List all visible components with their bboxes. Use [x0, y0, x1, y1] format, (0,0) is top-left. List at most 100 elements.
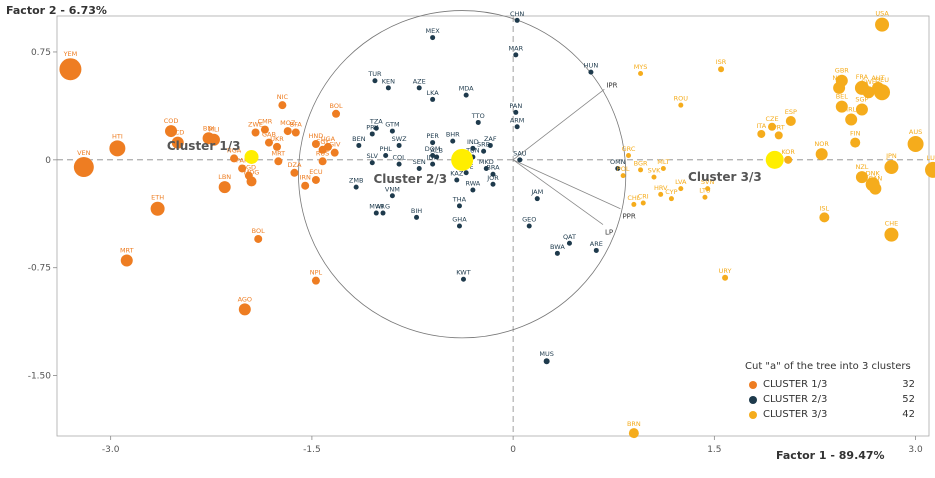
data-point: [470, 187, 476, 193]
data-point-label: BWA: [550, 243, 565, 251]
data-point: [517, 157, 523, 163]
data-point-label: MKD: [479, 158, 494, 166]
data-point-label: SVN: [701, 178, 715, 186]
data-point: [631, 201, 637, 207]
data-point-label: SLV: [367, 152, 379, 160]
data-point: [774, 131, 783, 140]
data-point: [815, 148, 828, 161]
variable-vector-label: PPR: [622, 213, 635, 221]
data-point-label: KOR: [781, 148, 795, 156]
data-point-label: GEO: [522, 216, 536, 224]
data-point-label: ARM: [510, 116, 525, 124]
data-point: [311, 276, 320, 285]
variable-vector: [512, 159, 604, 225]
data-point-label: AUT: [871, 74, 884, 82]
legend-count: 32: [902, 379, 915, 390]
data-point: [73, 157, 94, 178]
data-point-label: OMN: [610, 158, 626, 166]
data-point-label: BGD: [242, 164, 256, 172]
data-point: [874, 84, 891, 101]
legend-entry-cluster-3: CLUSTER 3/3 42: [745, 407, 915, 422]
y-tick-label: 0.75: [31, 48, 51, 58]
data-point: [369, 131, 375, 137]
data-point-label: BEL: [836, 93, 849, 101]
data-point-label: RWA: [465, 180, 480, 188]
legend-count: 42: [902, 409, 915, 420]
data-point-label: NLD: [832, 74, 846, 82]
data-point: [251, 128, 260, 137]
data-point: [165, 125, 178, 138]
data-point-label: KWT: [456, 269, 470, 277]
data-point: [620, 173, 626, 179]
cluster-centroid-label: Cluster 1/3: [167, 139, 241, 153]
y-axis-title: Factor 2 - 6.73%: [6, 4, 107, 17]
data-point: [543, 358, 550, 365]
data-point-label: MDA: [459, 85, 474, 93]
data-point: [274, 157, 283, 166]
data-point-label: ESP: [785, 108, 797, 116]
data-point-label: USA: [875, 10, 889, 18]
data-point: [246, 176, 257, 187]
data-point: [311, 175, 320, 184]
data-point: [369, 160, 375, 166]
data-point: [850, 137, 861, 148]
data-point: [396, 161, 402, 167]
x-axis-title: Factor 1 - 89.47%: [776, 449, 885, 462]
data-point: [238, 164, 247, 173]
variable-vector: [512, 89, 605, 161]
data-point: [513, 109, 519, 115]
data-point: [120, 254, 133, 267]
data-point-label: TUR: [367, 70, 382, 78]
data-point-label: BRN: [627, 420, 641, 428]
data-point-label: HTI: [112, 132, 123, 140]
data-point: [625, 153, 631, 159]
data-point-label: BHR: [446, 131, 460, 139]
data-point-label: LTU: [699, 187, 711, 195]
data-point: [450, 138, 456, 144]
data-point: [456, 203, 462, 209]
data-point: [430, 140, 436, 146]
data-point-label: LVA: [675, 178, 687, 186]
data-point-label: TTO: [471, 112, 485, 120]
legend-entry-cluster-1: CLUSTER 1/3 32: [745, 377, 915, 392]
data-point-label: JAM: [530, 188, 543, 196]
data-point: [869, 182, 882, 195]
x-tick-label: -3.0: [102, 445, 120, 455]
data-point: [463, 92, 469, 98]
data-point-label: GBR: [835, 67, 849, 75]
data-point: [705, 186, 711, 192]
data-point-label: ISR: [716, 58, 727, 66]
legend-swatch-cluster-3: [749, 410, 757, 419]
data-point-label: GRC: [622, 145, 636, 153]
data-point: [264, 138, 273, 147]
legend-title: Cut "a" of the tree into 3 clusters: [745, 361, 911, 372]
data-point: [373, 210, 379, 216]
data-point-label: HRV: [654, 184, 668, 192]
data-point: [722, 274, 729, 281]
data-point: [454, 177, 460, 183]
data-point-label: BOL: [329, 102, 342, 110]
data-point-label: VNM: [385, 185, 400, 193]
legend-swatch-cluster-1: [749, 380, 757, 389]
data-point: [862, 86, 875, 99]
data-point-label: GHA: [452, 216, 467, 224]
data-point: [385, 85, 391, 91]
data-point-label: ZMB: [349, 177, 364, 185]
data-point-label: MLT: [657, 158, 669, 166]
data-point: [757, 129, 766, 138]
data-point-label: URY: [719, 267, 732, 275]
data-point-label: CRI: [638, 192, 649, 200]
data-point: [218, 181, 231, 194]
data-point: [430, 35, 436, 41]
data-point-label: VEN: [77, 149, 91, 157]
data-point: [855, 171, 868, 184]
data-point-label: SAU: [513, 149, 527, 157]
data-point-label: ISL: [820, 204, 830, 212]
data-point: [628, 428, 639, 439]
data-point-label: CAN: [868, 175, 882, 183]
data-point-label: CMR: [258, 118, 273, 126]
data-point: [514, 124, 520, 130]
data-point-label: ROU: [674, 95, 689, 103]
data-point: [835, 100, 848, 113]
